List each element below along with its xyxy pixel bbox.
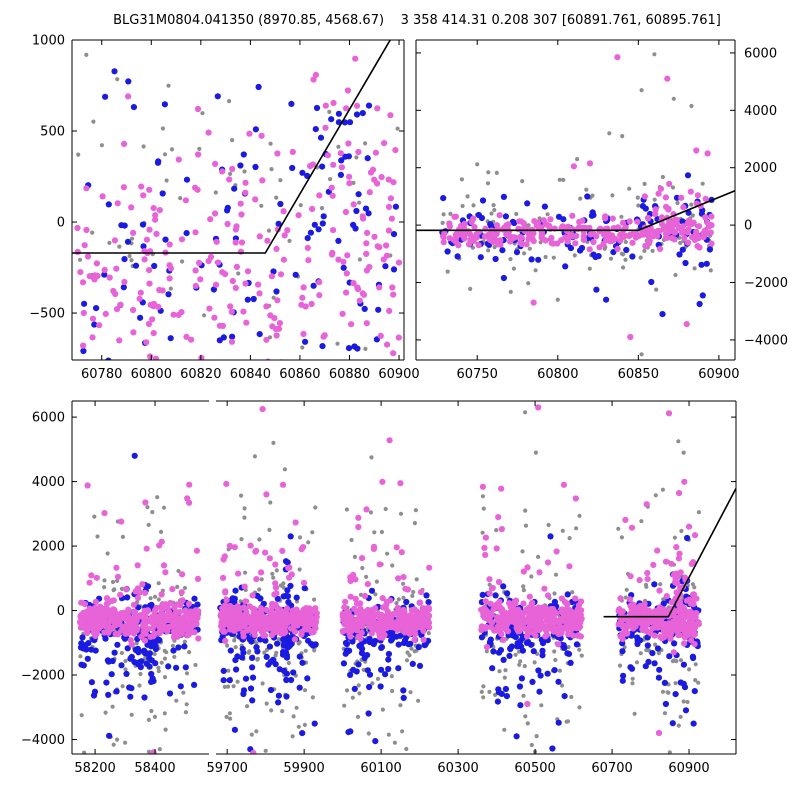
series-magenta [355,478,386,531]
series-magenta [481,544,585,607]
x-tick-label: 60820 [180,367,221,382]
y-tick-label: 1000 [32,34,65,49]
series-blue [312,102,373,232]
x-tick-label: 60900 [378,367,419,382]
x-tick-label: 59700 [207,761,248,776]
series-blue [340,623,428,736]
x-tick-label: 60500 [514,761,555,776]
tick-labels: 58200 58400 59700 59900 60100 60300 60500 60700… [21,411,710,776]
y-tick-label: 0 [744,219,752,234]
series-magenta [74,93,403,360]
x-tick-label: 60750 [457,367,498,382]
scatter-points [74,52,403,360]
series-magenta [530,54,711,341]
axes [71,39,405,361]
series-magenta [86,545,202,607]
series-blue [593,286,706,318]
series-magenta [622,478,688,531]
y-tick-label: −4000 [21,733,65,748]
series-magenta [217,588,320,645]
series-magenta [77,595,202,648]
series-magenta [101,481,193,545]
y-tick-label: 0 [57,216,65,231]
figure-title: BLG31M0804.041350 (8970.85, 4568.67) 3 3… [113,13,721,28]
series-magenta [220,544,308,604]
y-tick-label: −4000 [744,333,788,348]
x-tick-label: 60880 [329,367,370,382]
series-gray [111,410,686,754]
x-tick-label: 60780 [81,367,122,382]
model-line [416,189,735,232]
y-tick-label: 4000 [744,104,777,119]
series-magenta [347,543,433,602]
series-magenta [223,480,299,549]
panel-upper-left: 60780 60800 60820 60840 60860 60880 60900 −500 0… [29,34,419,383]
tick-labels: 60750 60800 60850 60900 −4000 −2000 0 2000 4000 6… [457,46,788,382]
series-magenta [339,595,433,643]
y-tick-label: 4000 [32,475,65,490]
x-tick-label: 60840 [230,367,271,382]
series-magenta [478,595,585,651]
panel-bottom: 58200 58400 59700 59900 60100 60300 60500 60700… [21,400,737,776]
y-tick-label: 2000 [32,540,65,555]
x-tick-label: 59900 [283,761,324,776]
x-tick-label: 60100 [360,761,401,776]
y-tick-label: 0 [57,604,65,619]
x-tick-label: 60850 [618,367,659,382]
series-gray [344,507,419,582]
series-magenta [641,180,711,241]
x-tick-label: 60300 [437,761,478,776]
series-magenta [479,483,579,541]
series-magenta [310,55,397,298]
scatter-points [77,404,702,754]
y-tick-label: −2000 [744,276,788,291]
series-magenta [615,595,702,648]
y-tick-label: 6000 [744,46,777,61]
y-tick-label: −2000 [21,669,65,684]
y-tick-label: 2000 [744,161,777,176]
scatter-points [439,52,715,357]
x-tick-label: 60900 [668,761,709,776]
panel-upper-right: 60750 60800 60850 60900 −4000 −2000 0 2000 4000 6… [415,39,788,382]
y-tick-label: 6000 [32,411,65,426]
y-tick-label: −500 [29,307,65,322]
model-line [72,40,392,254]
series-gray [475,52,694,357]
axes [415,39,736,361]
y-tick-label: 500 [40,125,65,140]
series-gray [76,52,400,351]
series-gray [480,494,582,593]
series-blue [131,452,698,753]
x-tick-label: 60700 [591,761,632,776]
x-tick-label: 60860 [279,367,320,382]
series-gray [92,495,187,592]
x-tick-label: 58400 [134,761,175,776]
tick-labels: 60780 60800 60820 60840 60860 60880 60900 −500 0… [29,34,419,383]
x-tick-label: 60800 [131,367,172,382]
series-magenta [84,404,693,754]
series-gray [226,493,318,593]
model-line [603,488,736,618]
series-magenta [669,532,700,656]
x-tick-label: 60800 [537,367,578,382]
x-tick-label: 60900 [698,367,739,382]
series-blue [220,599,318,737]
x-tick-label: 58200 [74,761,115,776]
axes [71,400,737,755]
